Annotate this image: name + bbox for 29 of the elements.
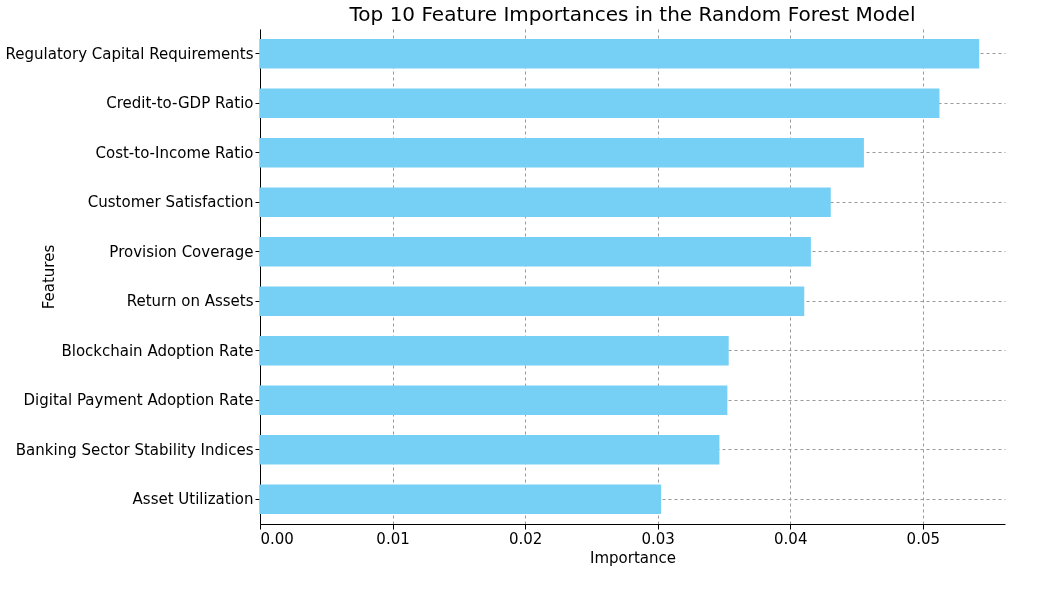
y-tick-label: Digital Payment Adoption Rate	[23, 391, 254, 410]
x-tick-label: 0.04	[774, 529, 808, 548]
x-tick-label: 0.00	[260, 529, 294, 548]
bar	[259, 39, 980, 69]
bar	[259, 138, 864, 168]
x-tick-label: 0.03	[641, 529, 675, 548]
y-tick-label: Regulatory Capital Requirements	[5, 44, 254, 63]
x-tick-label: 0.01	[376, 529, 410, 548]
x-axis-title: Importance	[590, 548, 676, 567]
bar	[259, 237, 811, 267]
bar	[259, 435, 720, 465]
bar	[259, 336, 729, 366]
y-tick-label: Return on Assets	[126, 292, 254, 311]
bar	[259, 385, 728, 415]
bar	[259, 484, 662, 514]
y-axis-title: Features	[39, 244, 58, 310]
chart-title: Top 10 Feature Importances in the Random Forest Model	[348, 2, 916, 26]
y-tick-label: Customer Satisfaction	[87, 193, 254, 212]
bar	[259, 286, 805, 316]
y-tick-label: Cost-to-Income Ratio	[95, 143, 254, 162]
y-tick-label: Credit-to-GDP Ratio	[106, 94, 254, 113]
y-tick-label: Provision Coverage	[109, 242, 254, 261]
y-tick-label: Asset Utilization	[132, 490, 254, 509]
y-tick-label: Banking Sector Stability Indices	[15, 440, 254, 459]
x-tick-label: 0.02	[508, 529, 543, 548]
bar	[259, 187, 831, 217]
bar	[259, 88, 940, 118]
y-tick-label: Blockchain Adoption Rate	[61, 341, 254, 360]
x-tick-label: 0.05	[906, 529, 941, 548]
